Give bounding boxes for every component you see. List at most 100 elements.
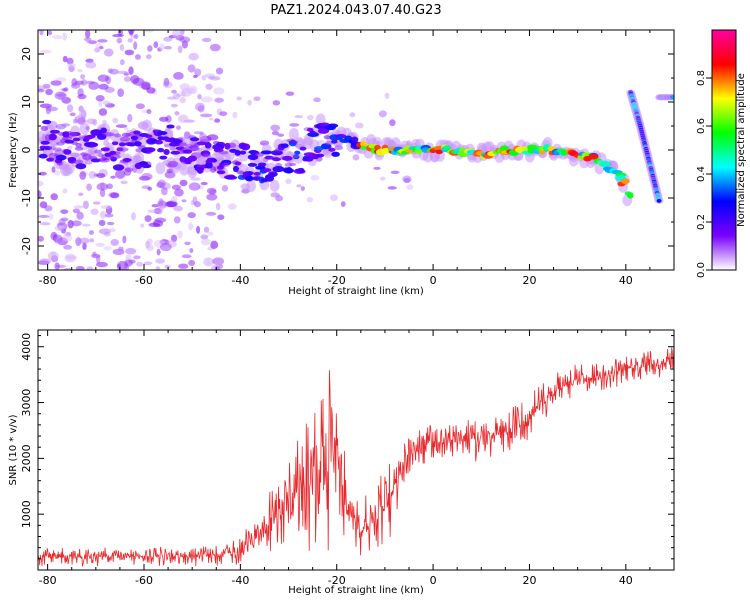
colorbar-tick-label: 0.4 [696,166,707,182]
spectrogram-cell [112,34,124,38]
spectrogram-cell [98,219,106,226]
spectrogram-cell [188,222,194,231]
spectrogram-cell [201,37,212,43]
spectrogram-cell [66,104,74,113]
spectrogram-cell [98,83,109,90]
spectrogram-cell [197,147,202,154]
spectrogram-cell [85,61,97,69]
spectrogram-cell [63,231,71,237]
spectrogram-cell [124,167,134,173]
spectrogram-cell [174,188,184,197]
spectrogram-cell [499,145,510,151]
spectrogram-cell [39,30,44,36]
spectrogram-cell [329,194,338,202]
spectrogram-cell [62,32,68,41]
spectrogram-cell [157,147,165,153]
spectrogram-cell [260,150,273,155]
spectrogram-cell [40,140,50,145]
spectrogram-cell [270,124,281,132]
spectrogram-cell [38,214,50,218]
spectrogram-heatmap [38,30,674,270]
spectrogram-cell [117,266,126,270]
spectrogram-cell [53,236,62,244]
spectrogram-cell [45,88,53,96]
spectrogram-cell [207,231,214,236]
spectrogram-cell [110,238,120,246]
spectrogram-cell [113,133,122,138]
spectrogram-cell [296,184,302,188]
spectrogram-cell [205,211,217,216]
spectrogram-cell [340,201,346,207]
spectrogram-cell [268,171,278,178]
spectrogram-cell [244,175,254,182]
spectrogram-cell [327,123,339,128]
x-tick-label: -60 [135,574,153,587]
spectrogram-cell [146,244,154,251]
spectrogram-cell [88,81,100,90]
spectrogram-cell [127,37,133,43]
spectrogram-cell [193,131,203,135]
spectrogram-cell [86,134,96,139]
spectrogram-cell [134,54,141,60]
spectrogram-cell [300,186,305,191]
spectrogram-cell [93,201,101,205]
spectrogram-cell [215,67,224,75]
spectrogram-cell [271,130,280,136]
spectrogram-cell [127,30,135,35]
spectrogram-cell [384,92,390,99]
spectrogram-cell [98,228,111,235]
spectrogram-cell [205,83,213,90]
spectrogram-y-ticks: -20 -10 0 10 20 [20,29,674,271]
spectrogram-cell [108,227,116,233]
spectrogram-cell [315,113,326,126]
spectrogram-cell [179,163,190,176]
spectrogram-cell [257,162,267,167]
x-tick-label: 0 [430,574,437,587]
spectrogram-cell [63,244,72,250]
spectrogram-cell [154,139,163,145]
spectrogram-cell [125,254,132,261]
spectrogram-cell [208,117,214,121]
spectrogram-cell [110,175,116,179]
spectrogram-cell [179,36,191,43]
spectrogram-cell [49,129,60,134]
x-tick-label: -80 [39,274,57,287]
spectrogram-cell [79,171,87,180]
spectrogram-cell [151,203,159,208]
spectrogram-cell [166,124,175,129]
spectrogram-cell [187,155,198,162]
spectrogram-cell [130,135,139,140]
spectrogram-cell [145,54,152,60]
spectrogram-cell [188,259,196,267]
spectrogram-cell [285,167,293,174]
spectrogram-cell [387,186,397,190]
spectrogram-cell [246,180,257,193]
spectrogram-cell [218,150,229,155]
spectrogram-cell [154,217,167,223]
spectrogram-cell [183,160,192,165]
spectrogram-cell [118,142,126,147]
spectrogram-cell [288,140,298,145]
spectrogram-cell [155,266,160,270]
spectrogram-cell [443,145,451,151]
spectrogram-cell [156,130,168,136]
spectrogram-cell [272,100,281,106]
spectrogram-cell [225,175,238,180]
colorbar-frame [711,29,737,271]
spectrogram-cell [95,95,105,102]
spectrogram-cell [71,220,82,227]
spectrogram-cell [331,139,338,144]
spectrogram-cell [106,183,113,190]
spectrogram-cell [117,70,128,74]
spectrogram-cell [236,96,242,101]
spectrogram-cell [77,69,83,73]
spectrogram-cell [200,96,213,103]
spectrogram-cell [209,43,221,52]
spectrogram-cell [167,96,177,100]
spectrogram-cell [205,161,213,169]
spectrogram-cell [159,116,169,122]
spectrogram-cell [141,164,152,169]
spectrogram-cell [86,118,96,125]
spectrogram-cell [118,246,124,251]
spectrogram-cell [99,45,104,50]
